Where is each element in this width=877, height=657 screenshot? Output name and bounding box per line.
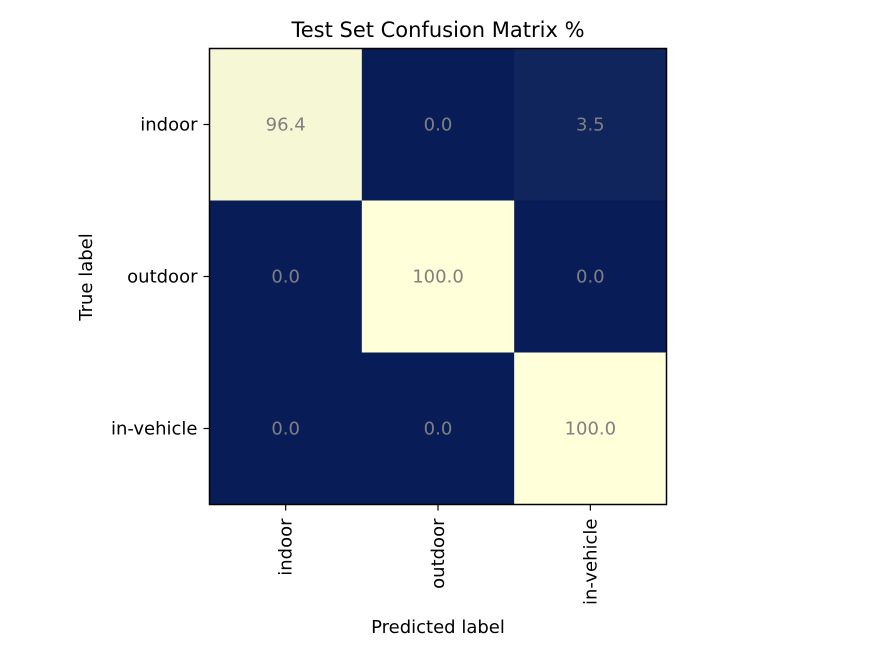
cell-value-label-0-1: 0.0: [424, 115, 453, 136]
heatmap-cell-0-1: [361, 48, 515, 201]
cell-value-label-1-2: 0.0: [576, 267, 605, 288]
y-tick-label: in-vehicle: [111, 419, 198, 440]
x-tick-label: outdoor: [428, 518, 449, 589]
heatmap-cell-1-0: [209, 200, 363, 353]
heatmap-cell-2-1: [361, 352, 515, 505]
x-axis-ticks: indoor outdoor in-vehicle: [276, 504, 601, 606]
heatmap-cell-0-0: [209, 48, 363, 201]
cell-value-label-1-0: 0.0: [271, 267, 300, 288]
x-tick-label: in-vehicle: [580, 519, 601, 606]
y-tick-label: outdoor: [127, 267, 198, 288]
chart-title: Test Set Confusion Matrix %: [290, 18, 584, 42]
y-axis-label: True label: [76, 233, 97, 322]
cell-value-label-2-2: 100.0: [565, 419, 617, 440]
y-tick-label: indoor: [140, 115, 198, 136]
y-axis-ticks: indoor outdoor in-vehicle: [111, 115, 210, 440]
x-tick-label: indoor: [276, 518, 297, 576]
cell-value-label-1-1: 100.0: [412, 267, 464, 288]
heatmap-cell-1-1: [361, 200, 515, 353]
heatmap-cell-2-0: [209, 352, 363, 505]
cell-value-label-0-0: 96.4: [266, 115, 306, 136]
heatmap-cell-0-2: [514, 48, 667, 201]
cell-value-labels: 96.4 0.0 3.5 0.0 100.0 0.0 0.0 0.0 100.0: [266, 115, 616, 440]
cell-value-label-0-2: 3.5: [576, 115, 605, 136]
heatmap-cell-2-2: [514, 352, 667, 505]
heatmap-cells: [209, 48, 667, 505]
cell-value-label-2-0: 0.0: [271, 419, 300, 440]
cell-value-label-2-1: 0.0: [424, 419, 453, 440]
x-axis-label: Predicted label: [371, 617, 505, 638]
heatmap-cell-1-2: [514, 200, 667, 353]
